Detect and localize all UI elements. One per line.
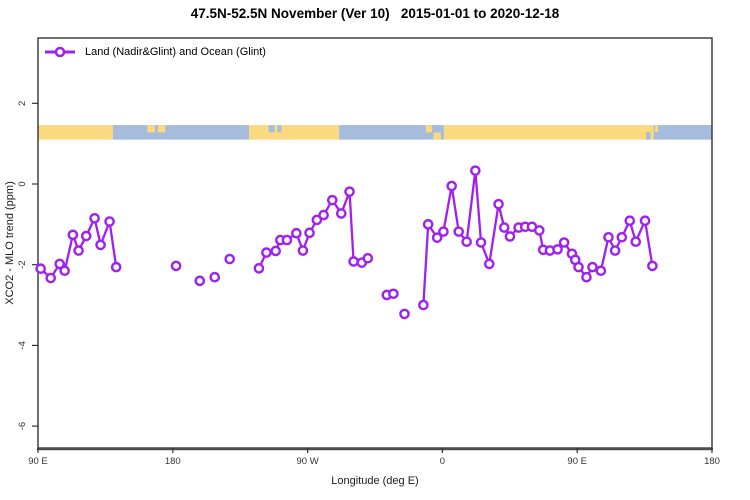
data-point — [194, 275, 206, 287]
data-point — [348, 256, 359, 267]
x-axis-label: Longitude (deg E) — [331, 475, 419, 487]
data-point — [67, 229, 79, 241]
data-point — [418, 299, 429, 311]
x-tick-label: 90 E — [567, 456, 587, 467]
data-point — [253, 263, 265, 274]
legend-label: Land (Nadir&Glint) and Ocean (Glint) — [85, 46, 266, 58]
data-point — [170, 260, 182, 272]
data-point — [470, 165, 481, 176]
data-point — [318, 209, 329, 221]
legend: Land (Nadir&Glint) and Ocean (Glint) — [44, 46, 266, 58]
data-point — [54, 258, 66, 270]
x-tick-label: 180 — [704, 456, 720, 467]
data-point — [461, 236, 472, 248]
x-axis: 90 E 180 90 W 0 90 E 180 — [28, 448, 720, 467]
data-series — [35, 165, 658, 320]
data-point — [297, 245, 309, 256]
data-point — [73, 245, 84, 256]
y-axis: 2 0 -2 -4 -6 — [17, 101, 38, 430]
data-point — [388, 288, 399, 300]
data-point — [431, 232, 443, 243]
data-point — [362, 252, 374, 264]
legend-series-symbol-icon — [45, 46, 75, 58]
data-point — [552, 244, 563, 255]
data-point — [616, 231, 628, 243]
data-point — [80, 230, 92, 242]
data-point — [327, 194, 338, 206]
data-point — [89, 212, 100, 224]
data-point — [573, 261, 584, 273]
data-point — [603, 231, 614, 243]
y-tick-label: -2 — [17, 260, 28, 268]
data-point — [534, 225, 545, 236]
data-point — [35, 263, 46, 275]
x-tick-label: 90 W — [297, 456, 319, 467]
data-point — [261, 247, 272, 258]
data-point — [504, 231, 516, 242]
chart-title: 47.5N-52.5N November (Ver 10) 2015-01-01… — [190, 6, 560, 21]
x-tick-label: 0 — [440, 456, 445, 467]
data-point — [399, 308, 410, 320]
y-tick-label: -4 — [17, 341, 28, 349]
data-point — [483, 258, 495, 270]
data-point — [95, 239, 106, 251]
data-point — [630, 236, 642, 248]
data-point — [453, 226, 465, 237]
y-tick-label: -6 — [17, 422, 28, 430]
data-point — [281, 234, 293, 246]
x-tick-label: 180 — [165, 456, 181, 467]
data-point — [224, 253, 236, 265]
data-point — [587, 261, 598, 273]
data-point — [558, 237, 570, 248]
data-point — [581, 271, 592, 283]
data-point — [45, 272, 57, 284]
data-point — [493, 198, 504, 210]
x-tick-label: 90 E — [28, 456, 48, 467]
data-point — [438, 226, 449, 237]
data-point — [59, 265, 70, 277]
data-point — [104, 216, 115, 227]
data-point — [639, 215, 651, 227]
land-ocean-band — [38, 125, 712, 140]
data-point — [422, 219, 434, 230]
data-point — [335, 208, 347, 219]
data-point — [270, 245, 281, 257]
data-point — [344, 186, 355, 197]
y-axis-label: XCO2 - MLO trend (ppm) — [4, 181, 16, 305]
data-point — [291, 227, 302, 239]
data-point — [595, 265, 607, 277]
y-tick-label: 2 — [17, 101, 28, 106]
data-point — [624, 215, 636, 227]
data-point — [110, 261, 122, 273]
data-point — [609, 245, 621, 256]
data-point — [498, 222, 510, 233]
data-point — [475, 237, 487, 248]
data-point — [311, 214, 323, 226]
data-point — [304, 227, 315, 239]
data-point — [647, 260, 658, 272]
data-point — [209, 271, 221, 283]
data-point — [446, 180, 457, 192]
plot-border — [37, 37, 713, 451]
y-tick-label: 0 — [17, 181, 28, 186]
